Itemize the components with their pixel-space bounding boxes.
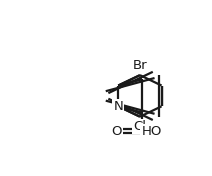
Text: Br: Br [133, 59, 147, 72]
Text: O: O [111, 125, 121, 138]
Text: N: N [113, 100, 123, 113]
Text: Cl: Cl [133, 120, 146, 133]
Text: HO: HO [141, 125, 162, 138]
